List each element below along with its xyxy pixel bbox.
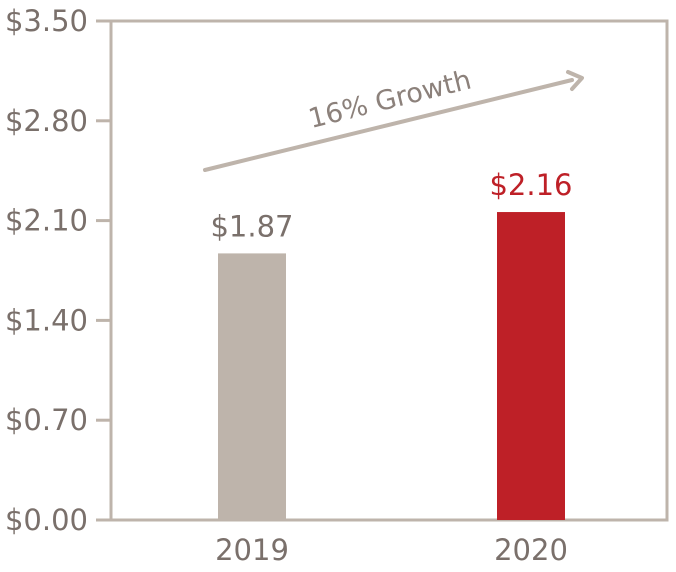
y-tick-label: $0.70 [5,403,88,437]
data-labels: $1.87 $2.16 [210,168,572,243]
plot-frame [109,19,669,522]
y-tick-label: $2.10 [5,204,88,238]
x-tick-label: 2020 [494,533,568,567]
bars [218,212,565,521]
data-label-2020: $2.16 [489,168,572,202]
x-tick-label: 2019 [215,533,289,567]
y-tick-label: $3.50 [5,4,88,38]
growth-arrow-line [203,78,574,172]
y-axis: $0.00 $0.70 $1.40 $2.10 $2.80 $3.50 [5,4,111,537]
y-tick-label: $1.40 [5,303,88,337]
bar-2020 [497,212,565,520]
growth-annotation: 16% Growth [203,65,584,172]
x-axis: 2019 2020 [215,533,568,567]
growth-arrow-head-icon [566,70,584,91]
y-tick-label: $0.00 [5,503,88,537]
data-label-2019: $1.87 [210,209,293,243]
y-tick-label: $2.80 [5,104,88,138]
bar-2019 [218,253,286,521]
